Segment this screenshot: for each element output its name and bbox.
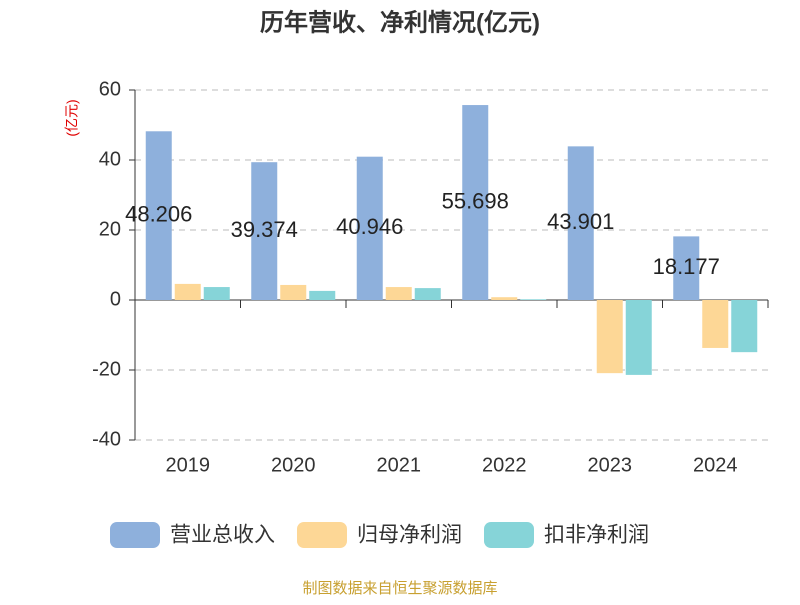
bar [673, 236, 700, 300]
bar [251, 162, 278, 300]
y-tick-label: 60 [99, 78, 121, 100]
y-tick-label: 40 [99, 148, 121, 170]
bar [414, 288, 441, 300]
x-tick-label: 2022 [482, 454, 527, 476]
legend-swatch [110, 522, 160, 548]
x-tick-label: 2019 [166, 454, 211, 476]
data-label: 18.177 [653, 254, 720, 279]
y-tick-label: -40 [92, 428, 121, 450]
y-tick-label: 20 [99, 218, 121, 240]
bar [385, 287, 412, 300]
data-label: 39.374 [231, 217, 298, 242]
bar [462, 105, 489, 300]
source-note: 制图数据来自恒生聚源数据库 [302, 580, 497, 597]
bar [145, 131, 172, 300]
data-label: 43.901 [547, 209, 614, 234]
bar [174, 283, 201, 300]
legend-label: 归母净利润 [357, 524, 462, 547]
bar [203, 287, 230, 300]
bar [625, 300, 652, 375]
bar [567, 146, 594, 300]
bar [702, 300, 729, 348]
data-label: 40.946 [336, 214, 403, 239]
legend-swatch [484, 522, 534, 548]
bar [491, 297, 518, 300]
x-tick-label: 2021 [377, 454, 422, 476]
bar [309, 290, 336, 300]
legend-swatch [297, 522, 347, 548]
data-label: 55.698 [442, 188, 509, 213]
y-axis-label: (亿元) [64, 99, 80, 136]
x-tick-label: 2023 [588, 454, 633, 476]
bar [520, 299, 547, 300]
data-label: 48.206 [125, 201, 192, 226]
bar [280, 284, 307, 300]
chart-title: 历年营收、净利情况(亿元) [260, 8, 540, 36]
legend-label: 营业总收入 [170, 524, 275, 547]
legend-label: 扣非净利润 [544, 524, 649, 547]
x-tick-label: 2020 [271, 454, 316, 476]
y-tick-label: 0 [110, 288, 121, 310]
bar [731, 300, 758, 353]
y-tick-label: -20 [92, 358, 121, 380]
bar [356, 156, 383, 300]
x-tick-label: 2024 [693, 454, 738, 476]
bar [596, 300, 623, 374]
